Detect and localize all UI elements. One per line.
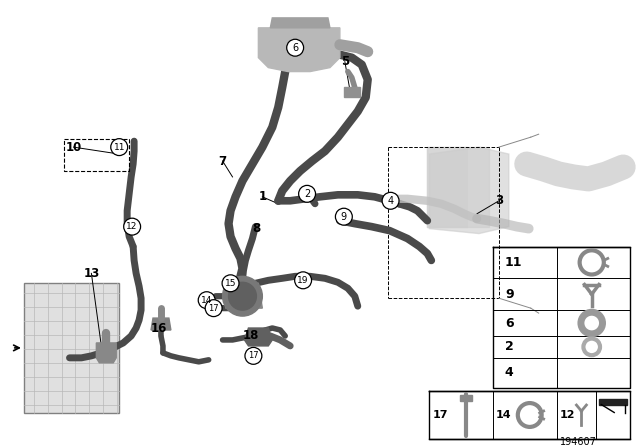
Circle shape	[222, 275, 239, 292]
Polygon shape	[344, 87, 360, 97]
Text: 18: 18	[242, 329, 259, 342]
Circle shape	[228, 282, 257, 310]
Circle shape	[335, 208, 352, 225]
Text: 6: 6	[505, 317, 513, 330]
Text: 12: 12	[559, 410, 575, 420]
Circle shape	[124, 218, 141, 235]
Text: 194607: 194607	[560, 437, 597, 448]
Circle shape	[111, 139, 127, 155]
Text: 12: 12	[127, 222, 138, 231]
Text: 14: 14	[496, 410, 511, 420]
Text: 10: 10	[65, 141, 82, 154]
Circle shape	[245, 347, 262, 364]
Text: 17: 17	[433, 410, 448, 420]
Text: 16: 16	[151, 322, 167, 335]
Polygon shape	[270, 18, 330, 28]
Text: 11: 11	[505, 256, 522, 269]
Text: 11: 11	[113, 142, 125, 151]
Text: 4: 4	[505, 366, 514, 379]
Circle shape	[294, 272, 312, 289]
Text: 4: 4	[387, 196, 394, 206]
Polygon shape	[429, 147, 509, 233]
Text: 2: 2	[505, 340, 514, 353]
Text: 17: 17	[209, 304, 219, 313]
Circle shape	[299, 185, 316, 202]
Text: 19: 19	[298, 276, 309, 285]
Polygon shape	[244, 328, 272, 346]
Circle shape	[382, 192, 399, 209]
Polygon shape	[259, 28, 340, 72]
Circle shape	[198, 292, 215, 309]
Text: 8: 8	[252, 222, 260, 235]
Text: 15: 15	[225, 279, 236, 288]
Circle shape	[205, 300, 222, 317]
Text: 14: 14	[201, 296, 212, 305]
Text: 5: 5	[340, 55, 349, 68]
Text: 1: 1	[259, 190, 266, 203]
Circle shape	[287, 39, 303, 56]
Text: 13: 13	[83, 267, 99, 280]
Polygon shape	[428, 147, 467, 227]
Text: 9: 9	[340, 212, 347, 222]
Polygon shape	[151, 318, 171, 330]
Polygon shape	[428, 147, 489, 227]
Text: 17: 17	[248, 351, 259, 360]
Polygon shape	[460, 395, 472, 401]
Polygon shape	[599, 399, 627, 405]
Text: 2: 2	[304, 189, 310, 199]
Polygon shape	[225, 283, 262, 308]
Text: 6: 6	[292, 43, 298, 53]
Polygon shape	[97, 343, 116, 363]
Circle shape	[223, 276, 262, 316]
Text: 3: 3	[495, 194, 503, 207]
FancyBboxPatch shape	[24, 283, 119, 413]
Text: 9: 9	[505, 288, 513, 301]
Text: 7: 7	[218, 155, 227, 168]
